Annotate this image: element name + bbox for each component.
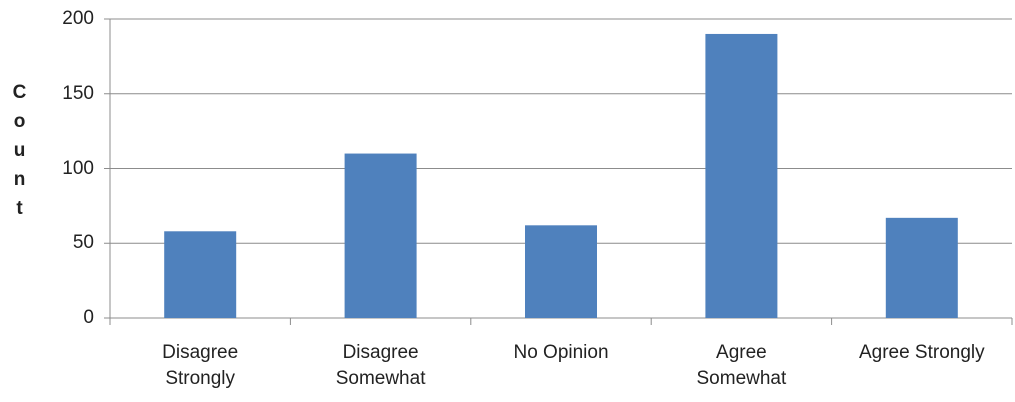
bar <box>164 231 237 318</box>
y-tick-label: 200 <box>62 8 94 29</box>
bar <box>525 225 597 318</box>
y-tick-label: 50 <box>72 232 94 254</box>
bar <box>344 153 417 318</box>
y-axis-title: Count <box>9 82 30 227</box>
x-tick-label: Agree Strongly <box>858 342 985 363</box>
bar <box>885 217 958 318</box>
bar <box>705 33 778 318</box>
x-tick-label: Disagree Strongly <box>162 342 239 389</box>
x-tick-label: No Opinion <box>513 342 609 363</box>
y-tick-label: 100 <box>62 157 94 179</box>
x-tick-label: Disagree Somewhat <box>335 342 426 389</box>
y-tick-label: 150 <box>62 82 94 104</box>
y-tick-label: 0 <box>83 307 94 328</box>
x-tick-label: Agree Somewhat <box>696 342 787 389</box>
